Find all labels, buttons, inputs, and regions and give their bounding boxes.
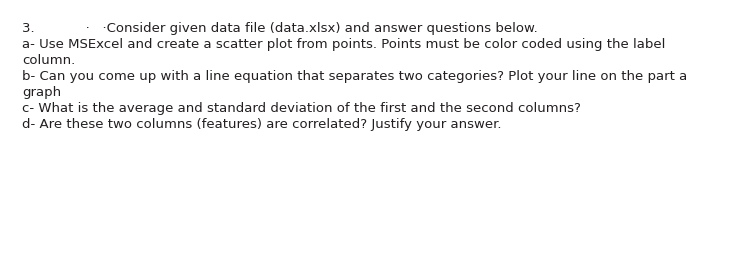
- Text: graph: graph: [22, 86, 61, 99]
- Text: 3.            ·   ·Consider given data file (data.xlsx) and answer questions bel: 3. · ·Consider given data file (data.xls…: [22, 22, 538, 35]
- Text: c- What is the average and standard deviation of the first and the second column: c- What is the average and standard devi…: [22, 102, 581, 115]
- Text: column.: column.: [22, 54, 75, 67]
- Text: d- Are these two columns (features) are correlated? Justify your answer.: d- Are these two columns (features) are …: [22, 118, 501, 131]
- Text: a- Use MSExcel and create a scatter plot from points. Points must be color coded: a- Use MSExcel and create a scatter plot…: [22, 38, 665, 51]
- Text: b- Can you come up with a line equation that separates two categories? Plot your: b- Can you come up with a line equation …: [22, 70, 687, 83]
